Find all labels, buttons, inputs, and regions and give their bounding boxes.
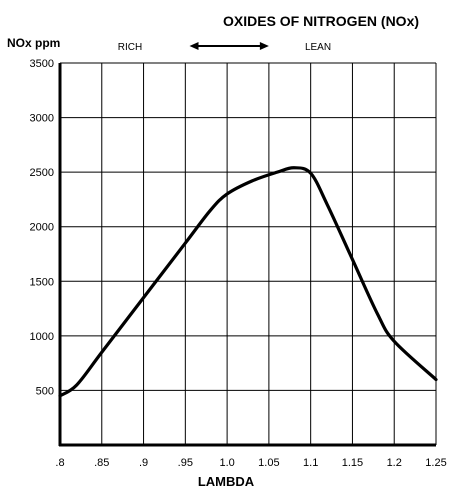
y-tick-label: 3000 — [30, 113, 54, 125]
y-tick-label: 2500 — [30, 167, 54, 179]
y-tick-label: 1000 — [30, 331, 54, 343]
rich-label: RICH — [118, 42, 142, 53]
y-tick-label: 500 — [36, 385, 54, 397]
grid — [59, 62, 437, 445]
x-tick-labels: .8 .85 .9 .95 1.0 1.05 1.1 1.15 1.2 1.25 — [55, 457, 446, 469]
direction-arrow — [189, 42, 269, 50]
x-axis-label: LAMBDA — [198, 474, 255, 489]
x-tick-label: 1.25 — [425, 457, 446, 469]
series-layer — [58, 166, 438, 398]
x-tick-label: .8 — [55, 457, 64, 469]
y-tick-label: 3500 — [30, 58, 54, 70]
y-axis-label: NOx ppm — [7, 36, 60, 50]
x-tick-label: .9 — [139, 457, 148, 469]
x-tick-label: 1.2 — [387, 457, 402, 469]
series-line — [58, 166, 438, 398]
y-tick-labels: 500 1000 1500 2000 2500 3000 3500 — [30, 58, 54, 397]
x-tick-label: .85 — [94, 457, 109, 469]
x-tick-label: 1.0 — [219, 457, 234, 469]
y-tick-label: 2000 — [30, 222, 54, 234]
arrow-head-left — [189, 42, 199, 50]
lean-label: LEAN — [305, 42, 331, 53]
y-tick-label: 1500 — [30, 276, 54, 288]
x-tick-label: 1.15 — [342, 457, 363, 469]
x-tick-label: 1.05 — [258, 457, 279, 469]
x-tick-label: .95 — [178, 457, 193, 469]
arrow-head-right — [259, 42, 269, 50]
x-tick-label: 1.1 — [303, 457, 318, 469]
axes — [58, 63, 436, 447]
chart-title: OXIDES OF NITROGEN (NOx) — [223, 13, 419, 29]
